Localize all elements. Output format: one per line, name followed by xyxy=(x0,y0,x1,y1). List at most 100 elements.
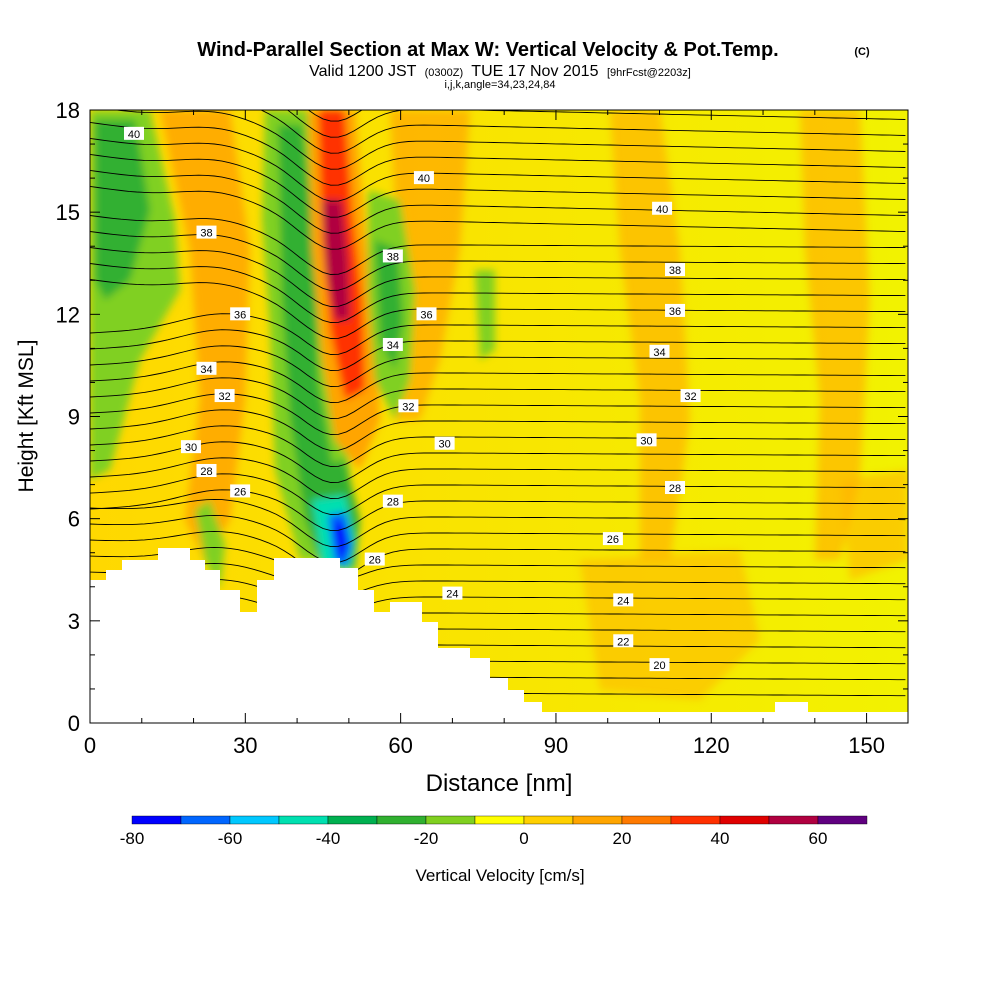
theta-contour-label: 26 xyxy=(602,532,623,546)
theta-label-text: 24 xyxy=(446,589,458,601)
theta-contour-label: 32 xyxy=(680,389,701,403)
colorbar-tick-label: 0 xyxy=(519,829,528,848)
theta-contour-label: 36 xyxy=(416,307,437,321)
theta-contour-line xyxy=(90,578,906,614)
theta-contour-label: 40 xyxy=(413,171,434,185)
theta-contour-label: 32 xyxy=(214,389,235,403)
theta-label-text: 28 xyxy=(669,483,681,495)
theta-label-bg xyxy=(180,440,201,454)
theta-label-text: 36 xyxy=(234,309,246,321)
y-tick-label: 3 xyxy=(68,609,80,634)
theta-contour-label: 34 xyxy=(196,361,217,376)
y-tick-label: 15 xyxy=(56,200,80,225)
theta-label-bg xyxy=(382,494,403,508)
theta-label-bg xyxy=(124,126,145,140)
theta-contour-label: 38 xyxy=(382,249,403,263)
theta-label-bg xyxy=(196,463,217,477)
theta-contour-line xyxy=(90,530,906,580)
colorbar-swatch xyxy=(376,815,427,825)
theta-label-bg xyxy=(665,481,686,495)
theta-contour-line xyxy=(90,121,906,186)
theta-contour-line xyxy=(90,562,906,598)
theta-contour-line xyxy=(90,425,906,467)
theta-label-text: 26 xyxy=(369,555,381,567)
theta-contour-label: 36 xyxy=(230,307,251,321)
x-axis-label: Distance [nm] xyxy=(426,770,573,797)
theta-label-text: 40 xyxy=(656,204,668,216)
theta-contour-line xyxy=(90,489,906,532)
colorbar-swatch xyxy=(229,815,280,825)
theta-contour-line xyxy=(90,441,906,483)
theta-contour-label: 36 xyxy=(665,303,686,318)
theta-contour-line xyxy=(112,110,906,170)
theta-contour-line xyxy=(90,409,906,451)
colorbar-swatch xyxy=(327,815,378,825)
velocity-deep-red-core xyxy=(322,200,350,320)
theta-contour-line xyxy=(90,137,906,202)
theta-label-bg xyxy=(214,389,235,403)
theta-contour-line xyxy=(90,457,906,499)
theta-label-bg xyxy=(602,532,623,546)
theta-contour-label: 28 xyxy=(665,481,686,495)
theta-contour-line xyxy=(90,345,906,387)
velocity-green-small xyxy=(475,270,495,360)
colorbar-swatch xyxy=(180,815,231,825)
theta-label-bg xyxy=(416,307,437,321)
velocity-green-patch xyxy=(195,500,225,590)
theta-label-text: 32 xyxy=(402,401,414,413)
theta-label-bg xyxy=(636,433,657,447)
velocity-orange-far-right-band xyxy=(800,110,870,560)
colorbar-swatch xyxy=(425,815,476,825)
theta-label-bg xyxy=(398,399,419,413)
x-tick-label: 30 xyxy=(233,733,257,758)
theta-contour-line xyxy=(286,110,906,138)
theta-contour-label: 28 xyxy=(196,463,217,478)
theta-contour-label: 20 xyxy=(649,658,670,672)
theta-label-bg xyxy=(230,484,251,498)
y-tick-label: 9 xyxy=(68,405,80,430)
velocity-green-left-core xyxy=(95,120,150,300)
y-tick-label: 18 xyxy=(56,98,80,123)
terrain xyxy=(90,548,908,723)
theta-label-bg xyxy=(382,249,403,263)
theta-contour-line xyxy=(90,329,906,371)
chart-title: Wind-Parallel Section at Max W: Vertical… xyxy=(197,39,778,61)
theta-label-text: 30 xyxy=(185,442,197,454)
colorbar-swatch xyxy=(621,815,672,825)
colorbar-tick-label: -20 xyxy=(414,829,439,848)
x-tick-label: 0 xyxy=(84,733,96,758)
theta-label-text: 26 xyxy=(607,534,619,546)
colorbar-tick-label: -60 xyxy=(218,829,243,848)
theta-contour-line xyxy=(90,473,906,515)
subtitle-date: TUE 17 Nov 2015 xyxy=(471,63,598,80)
theta-label-bg xyxy=(413,171,434,185)
theta-label-bg xyxy=(364,552,385,566)
subtitle-forecast: [9hrFcst@2203z] xyxy=(607,67,691,79)
theta-contour-line xyxy=(90,263,906,323)
theta-contour-label: 38 xyxy=(665,263,686,277)
theta-label-bg xyxy=(196,225,217,239)
colorbar-swatch xyxy=(474,815,525,825)
colorbar-tick-label: 20 xyxy=(613,829,632,848)
theta-label-bg xyxy=(649,658,670,672)
theta-label-text: 22 xyxy=(617,636,629,648)
theta-label-text: 36 xyxy=(420,309,432,321)
theta-contour-label: 30 xyxy=(636,433,657,447)
chart-subtitle: Valid 1200 JST (0300Z) TUE 17 Nov 2015 [… xyxy=(309,63,691,80)
colorbar-swatch xyxy=(670,815,721,825)
theta-label-text: 34 xyxy=(653,347,665,359)
theta-label-bg xyxy=(665,303,686,317)
theta-label-text: 34 xyxy=(200,364,212,376)
colorbar-tick-label: 40 xyxy=(711,829,730,848)
colorbar-swatch xyxy=(523,815,574,825)
colorbar-tick-label: 60 xyxy=(809,829,828,848)
y-tick-label: 0 xyxy=(68,711,80,736)
theta-label-text: 26 xyxy=(234,486,246,498)
theta-label-bg xyxy=(442,586,463,600)
theta-contour-line xyxy=(90,247,906,307)
colorbar: -80 -60 -40 -20 0 20 40 60 xyxy=(120,815,868,848)
theta-contour-line xyxy=(90,546,906,582)
theta-contour-line xyxy=(90,279,906,339)
